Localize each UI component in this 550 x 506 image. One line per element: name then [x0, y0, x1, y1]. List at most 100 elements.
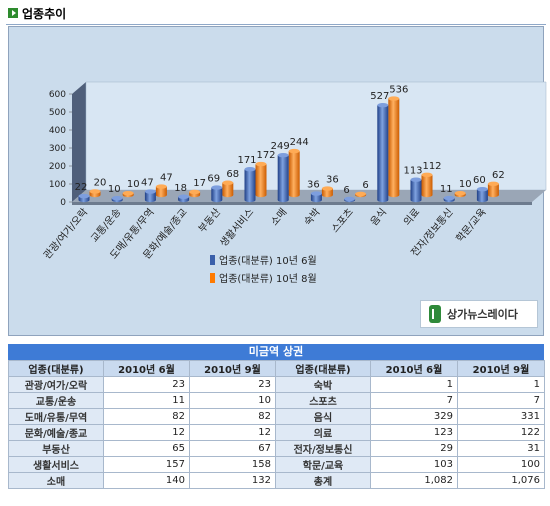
bar-series2 — [321, 186, 333, 198]
category-cell: 생활서비스 — [8, 456, 104, 473]
bar-series2-body — [255, 164, 267, 195]
table-row: 문화/예술/종교 12 12 의료 123 122 — [8, 424, 545, 441]
value-cell: 140 — [103, 472, 190, 489]
bar-series1-body — [277, 155, 289, 200]
bar-series1 — [476, 187, 488, 203]
bar-series2-top — [222, 180, 234, 185]
bar-series2-top — [288, 148, 300, 154]
bar-series1-base — [410, 197, 422, 203]
value-cell: 23 — [189, 376, 276, 393]
data-label-series2: 68 — [226, 169, 239, 180]
bar-series2-base — [222, 192, 234, 198]
bar-series1-top — [244, 167, 256, 172]
value-cell: 10 — [189, 392, 276, 409]
value-cell: 29 — [370, 440, 458, 457]
bar-series2 — [89, 189, 101, 198]
category-cell: 관광/여가/오락 — [8, 376, 104, 393]
bar-series2-body — [321, 188, 333, 195]
data-label-series2: 10 — [459, 179, 472, 190]
category-label: 의료 — [401, 206, 422, 228]
bar-series1-top — [344, 196, 356, 202]
col-header: 2010년 9월 — [457, 360, 545, 377]
bar-series1-base — [310, 197, 322, 203]
bar-series1-base — [277, 197, 289, 203]
table-row: 관광/여가/오락 23 23 숙박 1 1 — [8, 376, 545, 393]
value-cell: 1 — [370, 376, 458, 393]
section-title: 업종추이 — [22, 6, 67, 21]
table-title: 미금역 상권 — [8, 344, 544, 360]
value-cell: 7 — [370, 392, 458, 409]
data-label-series1: 113 — [403, 166, 422, 177]
data-label-series1: 36 — [307, 180, 320, 191]
bar-series1-body — [476, 189, 488, 200]
col-header: 업종(대분류) — [8, 360, 104, 377]
data-label-series1: 249 — [271, 141, 290, 152]
value-cell: 1 — [457, 376, 545, 393]
bar-series2-base — [255, 192, 267, 198]
data-label-series2: 112 — [422, 161, 441, 172]
bar-series1 — [211, 185, 223, 203]
data-label-series2: 172 — [256, 150, 275, 161]
value-cell: 331 — [457, 408, 545, 425]
category-cell: 학문/교육 — [275, 456, 371, 473]
bar-series1-top — [443, 195, 455, 201]
bar-series2-top — [189, 189, 201, 195]
bar-series1 — [144, 189, 156, 203]
table-header-row: 업종(대분류) 2010년 6월 2010년 9월 업종(대분류) 2010년 … — [8, 360, 545, 377]
chart-floor — [72, 190, 546, 202]
y-tick-label: 500 — [49, 108, 66, 118]
bar-series2 — [288, 148, 300, 198]
data-label-series1: 60 — [473, 175, 486, 186]
data-label-series2: 62 — [492, 170, 505, 181]
bar-series2-base — [155, 192, 167, 198]
bar-series1-base — [178, 197, 190, 203]
value-cell: 329 — [370, 408, 458, 425]
watermark-text: 상가뉴스레이다 — [447, 308, 518, 321]
bar-series2-top — [421, 172, 433, 178]
bar-series1-body — [211, 187, 223, 200]
bar-series2-body — [487, 183, 499, 195]
bar-series2-base — [321, 192, 333, 198]
bar-series2-top — [454, 191, 466, 196]
legend-label-series1: 업종(대분류) 10년 6월 — [219, 254, 317, 267]
bar-series1 — [111, 196, 123, 203]
category-cell: 소매 — [8, 472, 104, 489]
y-tick-label: 100 — [49, 180, 66, 190]
value-cell: 7 — [457, 392, 545, 409]
heading-divider — [6, 24, 546, 25]
bar-series1-top — [178, 194, 190, 199]
table-row: 도매/유통/무역 82 82 음식 329 331 — [8, 408, 545, 425]
legend-swatch-series2 — [210, 273, 215, 283]
data-label-series1: 11 — [440, 184, 453, 195]
data-label-series2: 244 — [290, 137, 309, 148]
category-cell: 부동산 — [8, 440, 104, 457]
col-header: 2010년 6월 — [370, 360, 458, 377]
bar-series2-top — [89, 189, 101, 194]
category-label: 생활서비스 — [217, 206, 257, 250]
y-tick-label: 0 — [60, 198, 66, 208]
stats-table: 업종(대분류) 2010년 6월 2010년 9월 업종(대분류) 2010년 … — [8, 360, 545, 489]
category-label: 학문/교육 — [454, 206, 489, 244]
bar-series2-body — [288, 151, 300, 195]
value-cell: 12 — [103, 424, 190, 441]
bar-series2 — [487, 181, 499, 198]
bar-series2 — [222, 180, 234, 198]
bar-series1-top — [144, 189, 156, 194]
value-cell: 31 — [457, 440, 545, 457]
category-label: 숙박 — [302, 206, 323, 228]
value-cell: 1,076 — [457, 472, 545, 489]
value-cell: 123 — [370, 424, 458, 441]
bar-series2-base — [89, 192, 101, 198]
bar-series2-base — [421, 192, 433, 198]
bar-series1 — [244, 167, 256, 203]
data-label-series2: 20 — [94, 177, 107, 188]
bar-series2-top — [355, 191, 367, 197]
table-row: 교통/운송 11 10 스포츠 7 7 — [8, 392, 545, 409]
category-cell: 전자/정보통신 — [275, 440, 371, 457]
data-label-series1: 527 — [370, 91, 389, 102]
data-label-series2: 10 — [127, 179, 140, 190]
category-cell: 의료 — [275, 424, 371, 441]
category-label: 음식 — [368, 206, 389, 228]
bar-series1-base — [476, 197, 488, 203]
bar-series2-top — [255, 161, 267, 167]
